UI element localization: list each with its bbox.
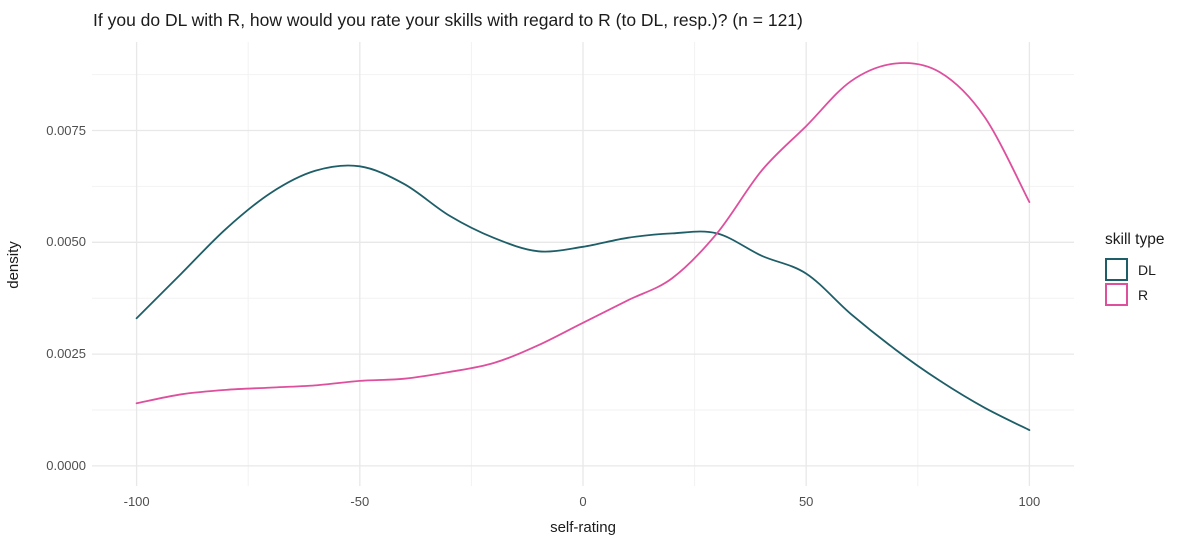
density-curve-r xyxy=(135,62,1031,405)
x-tick-label: 100 xyxy=(1018,494,1041,509)
legend-key-dl-icon xyxy=(1105,258,1128,281)
y-axis-tick-labels: 0.0000 0.0025 0.0050 0.0075 xyxy=(26,42,86,486)
legend-item-r: R xyxy=(1105,283,1164,306)
x-tick-label: 0 xyxy=(579,494,587,509)
plot-title: If you do DL with R, how would you rate … xyxy=(93,10,803,30)
y-axis-title: density xyxy=(5,241,22,289)
x-axis-tick-labels: -100 -50 0 50 100 xyxy=(92,494,1074,512)
legend: skill type DL R xyxy=(1105,231,1164,308)
legend-item-dl: DL xyxy=(1105,258,1164,281)
legend-key-r-icon xyxy=(1105,283,1128,306)
legend-title: skill type xyxy=(1105,231,1165,248)
y-tick-label: 0.0025 xyxy=(46,346,86,362)
legend-label-dl: DL xyxy=(1138,261,1156,278)
x-tick-label: 50 xyxy=(798,494,814,509)
x-axis-title: self-rating xyxy=(550,519,616,536)
y-tick-label: 0.0000 xyxy=(46,457,86,473)
plot-panel xyxy=(92,42,1074,486)
x-tick-label: -100 xyxy=(123,494,150,509)
legend-label-r: R xyxy=(1138,286,1149,303)
y-tick-label: 0.0075 xyxy=(46,122,86,138)
x-tick-label: -50 xyxy=(350,494,370,509)
density-curve-dl xyxy=(135,164,1031,431)
y-tick-label: 0.0050 xyxy=(46,234,86,250)
